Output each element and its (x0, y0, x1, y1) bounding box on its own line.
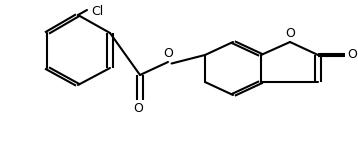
Text: Cl: Cl (91, 5, 103, 18)
Text: O: O (285, 27, 295, 40)
Text: O: O (133, 101, 143, 114)
Text: O: O (163, 48, 173, 61)
Text: O: O (347, 48, 357, 61)
